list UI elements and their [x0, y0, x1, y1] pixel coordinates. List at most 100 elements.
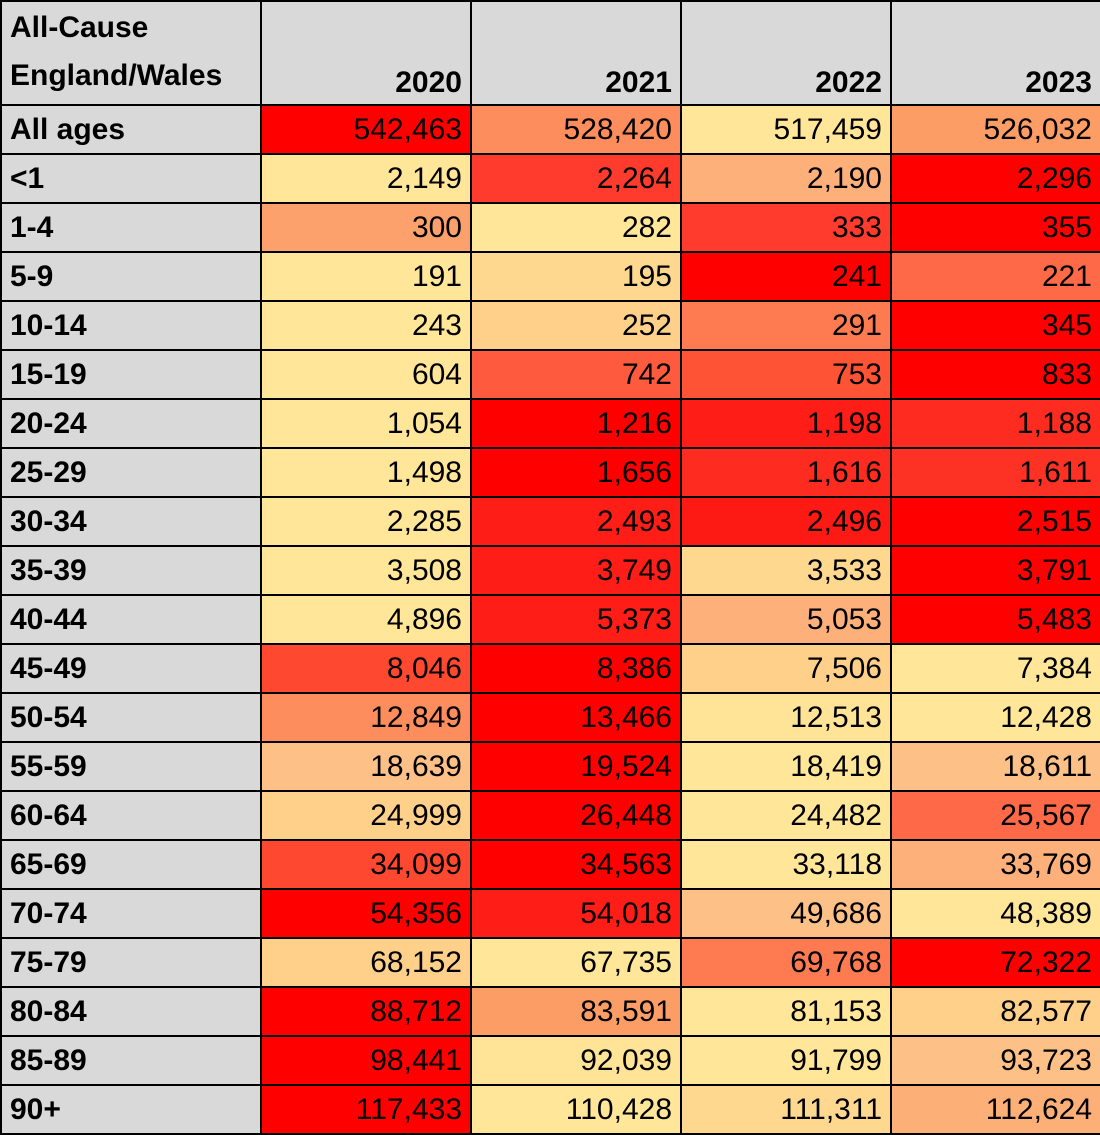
death-count-cell: 528,420 — [470, 104, 682, 155]
death-count-cell: 2,496 — [680, 496, 892, 547]
corner-header: All-Cause England/Wales — [0, 0, 262, 106]
row-label-age-group: 75-79 — [0, 937, 262, 988]
death-count-cell: 18,639 — [260, 741, 472, 792]
death-count-cell: 221 — [890, 251, 1100, 302]
death-count-cell: 13,466 — [470, 692, 682, 743]
death-count-cell: 12,428 — [890, 692, 1100, 743]
death-count-cell: 34,099 — [260, 839, 472, 890]
table-row: 5-9 191 195 241 221 — [0, 251, 1100, 302]
table-row: 70-74 54,356 54,018 49,686 48,389 — [0, 888, 1100, 939]
row-label-age-group: 1-4 — [0, 202, 262, 253]
row-label-age-group: 25-29 — [0, 447, 262, 498]
table-row: 45-49 8,046 8,386 7,506 7,384 — [0, 643, 1100, 694]
death-count-cell: 1,656 — [470, 447, 682, 498]
row-label-age-group: 35-39 — [0, 545, 262, 596]
death-count-cell: 2,264 — [470, 153, 682, 204]
death-count-cell: 742 — [470, 349, 682, 400]
death-count-cell: 88,712 — [260, 986, 472, 1037]
death-count-cell: 18,611 — [890, 741, 1100, 792]
death-count-cell: 24,999 — [260, 790, 472, 841]
death-count-cell: 243 — [260, 300, 472, 351]
table-row: 30-34 2,285 2,493 2,496 2,515 — [0, 496, 1100, 547]
death-count-cell: 1,054 — [260, 398, 472, 449]
death-count-cell: 2,190 — [680, 153, 892, 204]
table-row: 15-19 604 742 753 833 — [0, 349, 1100, 400]
death-count-cell: 83,591 — [470, 986, 682, 1037]
table-row: 80-84 88,712 83,591 81,153 82,577 — [0, 986, 1100, 1037]
death-count-cell: 195 — [470, 251, 682, 302]
header-row: All-Cause England/Wales 2020 2021 2022 2… — [0, 0, 1100, 106]
table-row: 25-29 1,498 1,656 1,616 1,611 — [0, 447, 1100, 498]
death-count-cell: 517,459 — [680, 104, 892, 155]
death-count-cell: 7,384 — [890, 643, 1100, 694]
death-count-cell: 241 — [680, 251, 892, 302]
death-count-cell: 67,735 — [470, 937, 682, 988]
row-label-age-group: 20-24 — [0, 398, 262, 449]
death-count-cell: 92,039 — [470, 1035, 682, 1086]
death-count-cell: 1,616 — [680, 447, 892, 498]
table-row: All ages 542,463 528,420 517,459 526,032 — [0, 104, 1100, 155]
death-count-cell: 81,153 — [680, 986, 892, 1037]
row-label-age-group: 30-34 — [0, 496, 262, 547]
death-count-cell: 3,749 — [470, 545, 682, 596]
column-header-year: 2023 — [890, 0, 1100, 106]
row-label-age-group: 5-9 — [0, 251, 262, 302]
death-count-cell: 54,356 — [260, 888, 472, 939]
death-count-cell: 2,296 — [890, 153, 1100, 204]
death-count-cell: 8,046 — [260, 643, 472, 694]
death-count-cell: 8,386 — [470, 643, 682, 694]
death-count-cell: 12,513 — [680, 692, 892, 743]
table-row: 65-69 34,099 34,563 33,118 33,769 — [0, 839, 1100, 890]
death-count-cell: 54,018 — [470, 888, 682, 939]
death-count-cell: 33,118 — [680, 839, 892, 890]
death-count-cell: 542,463 — [260, 104, 472, 155]
table-row: 75-79 68,152 67,735 69,768 72,322 — [0, 937, 1100, 988]
death-count-cell: 1,216 — [470, 398, 682, 449]
table-row: 20-24 1,054 1,216 1,198 1,188 — [0, 398, 1100, 449]
death-count-cell: 345 — [890, 300, 1100, 351]
death-count-cell: 5,483 — [890, 594, 1100, 645]
death-count-cell: 1,498 — [260, 447, 472, 498]
death-count-cell: 355 — [890, 202, 1100, 253]
row-label-age-group: <1 — [0, 153, 262, 204]
death-count-cell: 2,515 — [890, 496, 1100, 547]
death-count-cell: 1,198 — [680, 398, 892, 449]
death-count-cell: 72,322 — [890, 937, 1100, 988]
death-count-cell: 7,506 — [680, 643, 892, 694]
death-count-cell: 3,508 — [260, 545, 472, 596]
table-row: 40-44 4,896 5,373 5,053 5,483 — [0, 594, 1100, 645]
death-count-cell: 753 — [680, 349, 892, 400]
row-label-age-group: 40-44 — [0, 594, 262, 645]
death-count-cell: 2,493 — [470, 496, 682, 547]
death-count-cell: 833 — [890, 349, 1100, 400]
row-label-age-group: 15-19 — [0, 349, 262, 400]
row-label-age-group: 80-84 — [0, 986, 262, 1037]
death-count-cell: 111,311 — [680, 1084, 892, 1135]
death-count-cell: 112,624 — [890, 1084, 1100, 1135]
death-count-cell: 33,769 — [890, 839, 1100, 890]
death-count-cell: 291 — [680, 300, 892, 351]
table-row: 50-54 12,849 13,466 12,513 12,428 — [0, 692, 1100, 743]
column-header-year: 2022 — [680, 0, 892, 106]
death-count-cell: 18,419 — [680, 741, 892, 792]
corner-header-line-2: England/Wales — [10, 59, 223, 92]
death-count-cell: 526,032 — [890, 104, 1100, 155]
death-count-cell: 333 — [680, 202, 892, 253]
death-count-cell: 34,563 — [470, 839, 682, 890]
table-row: 90+ 117,433 110,428 111,311 112,624 — [0, 1084, 1100, 1135]
row-label-age-group: 50-54 — [0, 692, 262, 743]
death-count-cell: 5,053 — [680, 594, 892, 645]
row-label-age-group: 90+ — [0, 1084, 262, 1135]
death-count-cell: 12,849 — [260, 692, 472, 743]
death-count-cell: 252 — [470, 300, 682, 351]
death-count-cell: 2,285 — [260, 496, 472, 547]
row-label-age-group: 70-74 — [0, 888, 262, 939]
table-row: 55-59 18,639 19,524 18,419 18,611 — [0, 741, 1100, 792]
death-count-cell: 69,768 — [680, 937, 892, 988]
column-header-year: 2020 — [260, 0, 472, 106]
death-count-cell: 49,686 — [680, 888, 892, 939]
death-count-cell: 117,433 — [260, 1084, 472, 1135]
death-count-cell: 68,152 — [260, 937, 472, 988]
column-header-year: 2021 — [470, 0, 682, 106]
